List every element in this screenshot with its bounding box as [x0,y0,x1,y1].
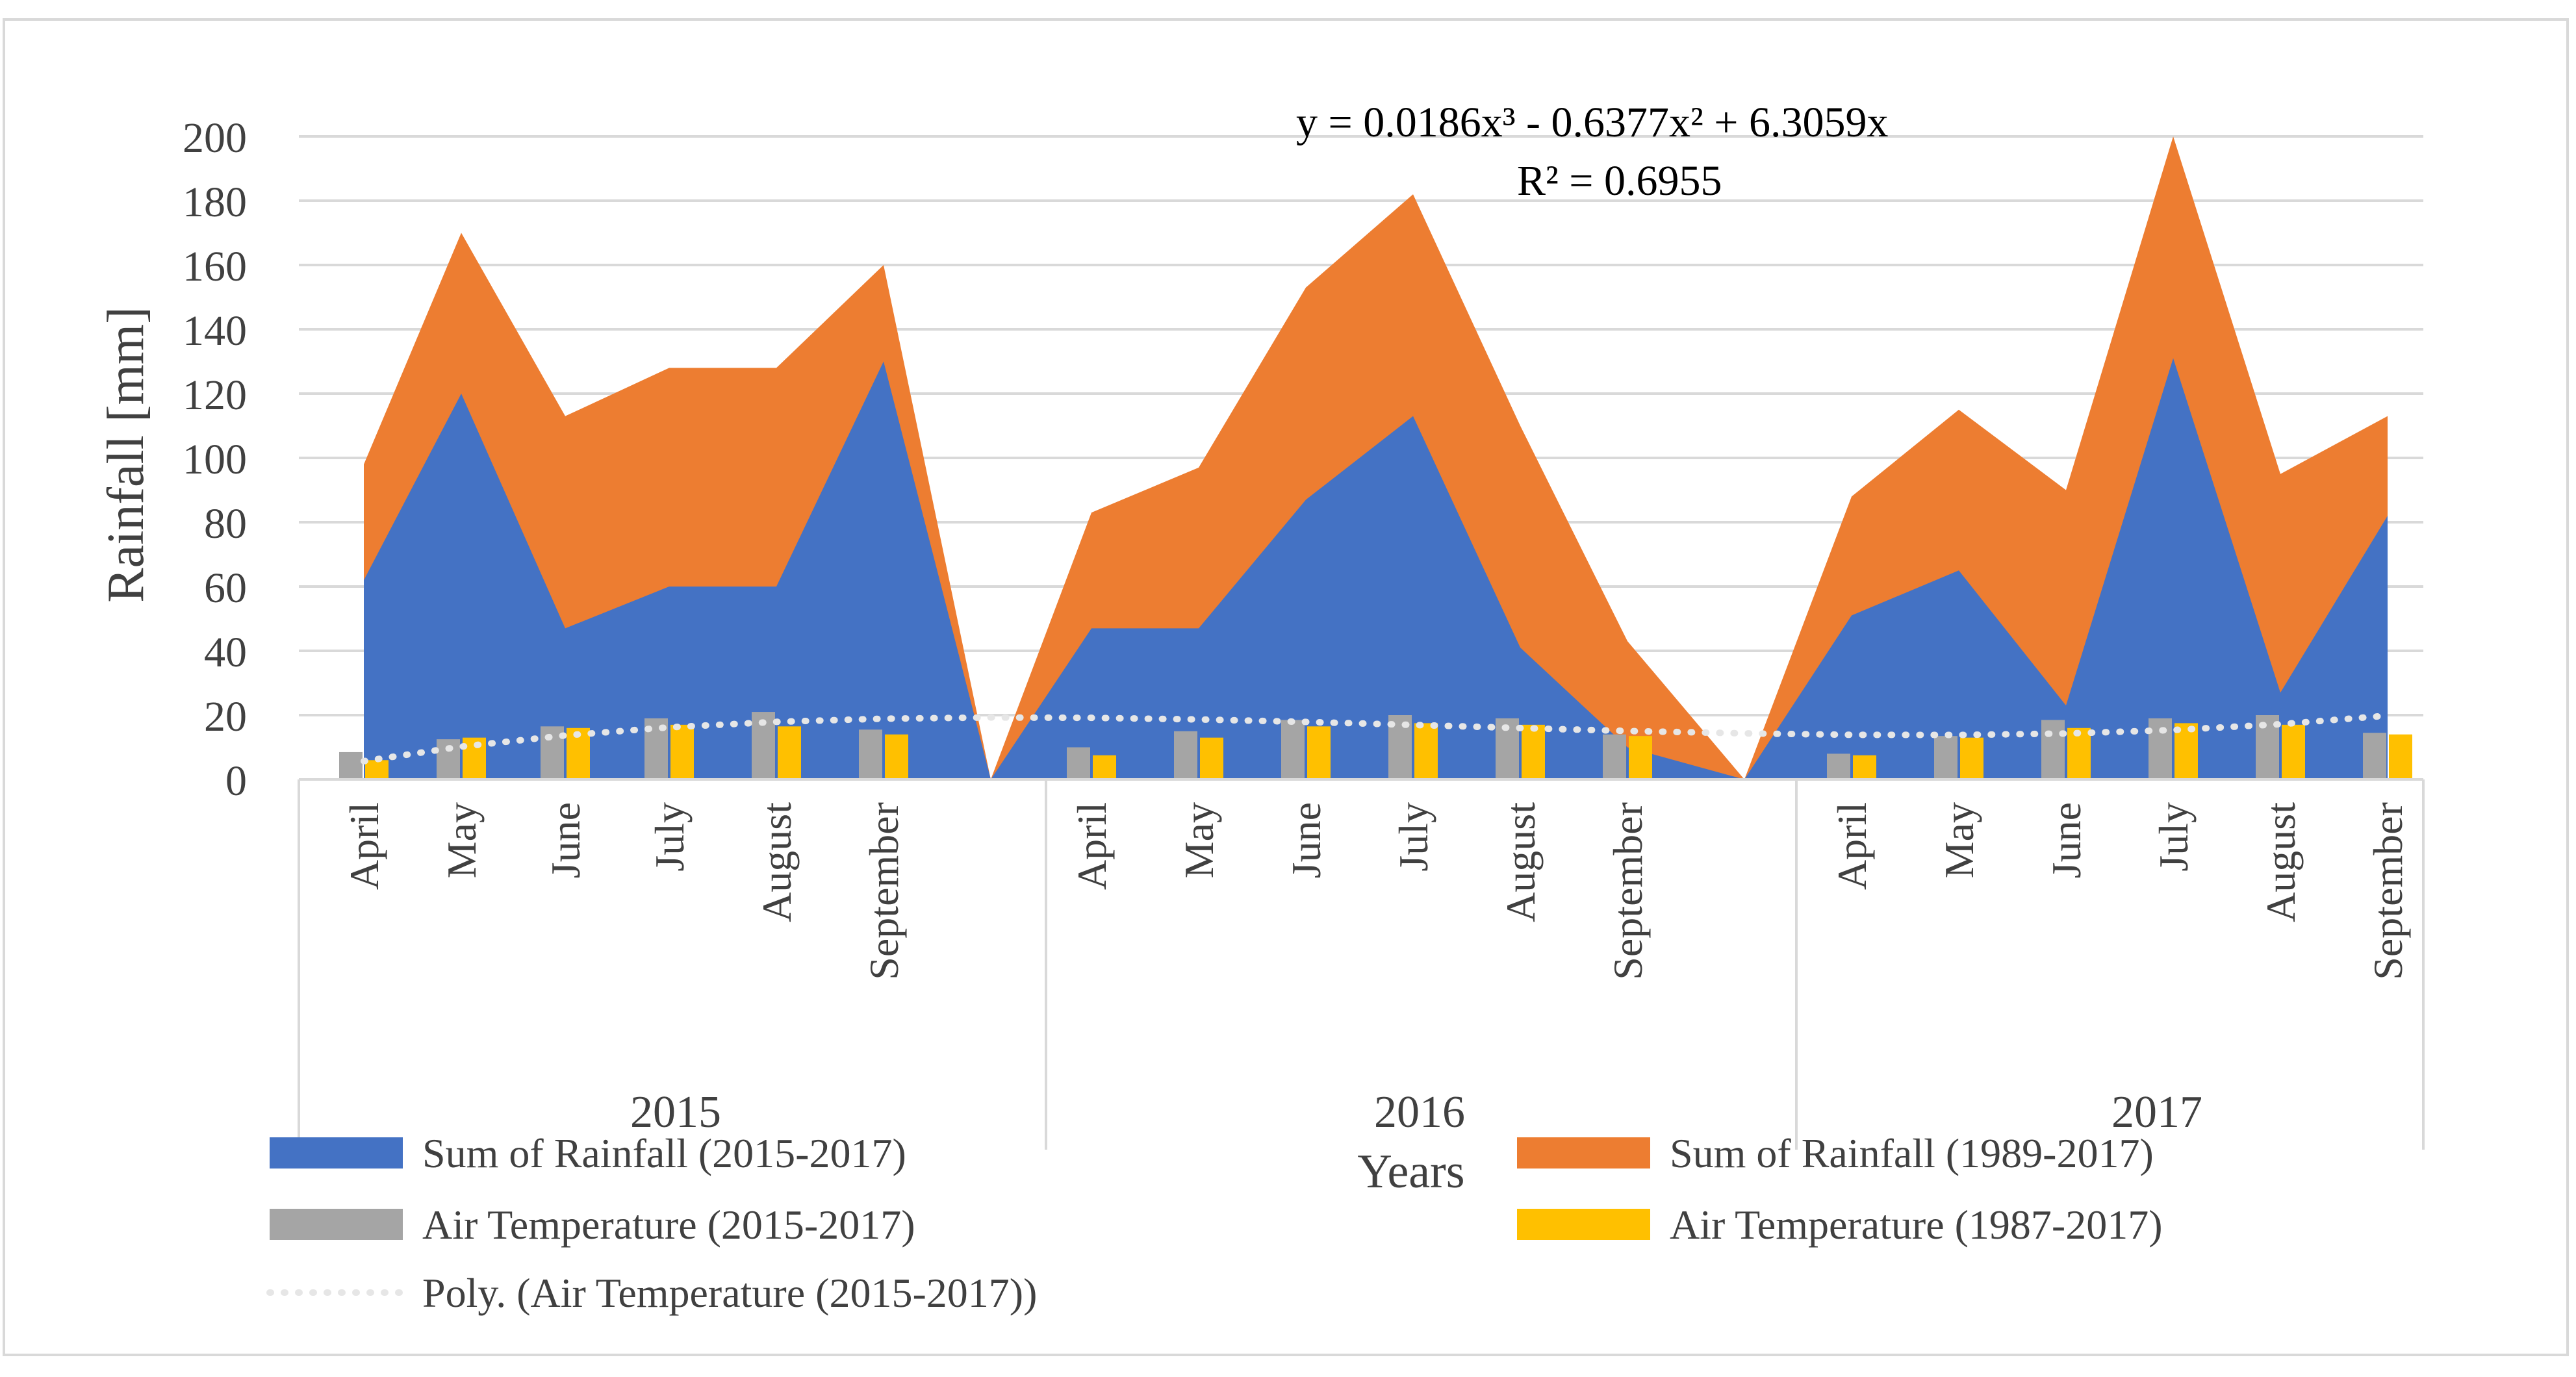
x-tick-label: May [439,802,485,878]
bar-air-temp-1987-2017 [1629,736,1652,779]
area-series [364,136,2388,779]
legend-swatch [1517,1137,1650,1169]
y-tick-label: 20 [204,693,247,740]
x-axis: April May June July August September 2015 April… [298,778,2425,1150]
bar-air-temp-1987-2017 [2067,727,2091,779]
trendline [361,712,2391,764]
legend: Sum of Rainfall (2015-2017) Sum of Rainfa… [266,1130,2163,1316]
bar-air-temp-1987-2017 [1960,737,1983,779]
x-tick-label: June [2043,802,2089,878]
area-rainfall-2015-2017 [364,358,2388,779]
bar-air-temp-1987-2017 [670,724,694,779]
legend-swatch [1517,1209,1650,1240]
x-tick-label: June [542,802,589,878]
bar-air-temp-1987-2017 [2282,724,2305,779]
year-label: 2016 [1374,1087,1465,1137]
legend-label: Poly. (Air Temperature (2015-2017)) [422,1270,1037,1316]
bar-air-temp-1987-2017 [1307,726,1331,779]
x-tick-label: July [1390,802,1436,872]
bar-air-temp-2015-2017 [2041,720,2065,779]
y-tick-label: 140 [183,307,247,355]
bar-air-temp-1987-2017 [778,726,801,779]
bar-air-temp-1987-2017 [2389,734,2412,779]
x-tick-label: August [1498,802,1544,922]
y-tick-label: 160 [183,243,247,290]
x-tick-label: May [1176,802,1222,878]
bar-air-temp-2015-2017 [1067,747,1090,779]
bar-air-temp-1987-2017 [1414,723,1438,779]
year-label: 2015 [630,1087,721,1137]
bar-air-temp-1987-2017 [365,760,389,779]
x-tick-label: May [1936,802,1982,878]
trendline-poly-air-temp [361,712,2391,764]
y-tick-label: 100 [183,436,247,483]
legend-label: Air Temperature (2015-2017) [422,1202,915,1248]
year-label: 2017 [2111,1087,2202,1137]
bar-air-temp-2015-2017 [2149,718,2172,779]
y-tick-label: 60 [204,564,247,612]
x-tick-label: August [2258,802,2304,922]
legend-label: Air Temperature (1987-2017) [1670,1202,2163,1248]
y-tick-label: 180 [183,179,247,226]
bar-air-temp-1987-2017 [1093,755,1116,779]
bar-air-temp-2015-2017 [1827,753,1850,779]
x-tick-label: July [646,802,693,872]
y-tick-label: 0 [225,757,247,805]
legend-label: Sum of Rainfall (2015-2017) [422,1130,906,1176]
y-tick-label: 200 [183,114,247,162]
x-tick-label: July [2150,802,2197,872]
trendline-equation: y = 0.0186x³ - 0.6377x² + 6.3059x [1296,99,1889,146]
bar-air-temp-1987-2017 [1853,755,1876,779]
bar-air-temp-2015-2017 [1281,720,1305,779]
legend-label: Sum of Rainfall (1989-2017) [1670,1130,2154,1176]
x-tick-label: September [1605,802,1651,980]
x-tick-label: September [2365,802,2411,980]
bar-air-temp-2015-2017 [1174,731,1197,779]
bar-air-temp-2015-2017 [2363,733,2386,779]
legend-swatch [270,1209,403,1240]
x-tick-label: June [1283,802,1329,878]
y-tick-label: 80 [204,500,247,548]
bar-air-temp-1987-2017 [1200,737,1223,779]
y-tick-label: 40 [204,629,247,676]
trendline-r-squared: R² = 0.6955 [1517,157,1722,205]
bar-air-temp-2015-2017 [1603,734,1626,779]
x-axis-label: Years [1357,1145,1464,1198]
bar-air-temp-2015-2017 [859,729,882,779]
legend-swatch [270,1137,403,1169]
bar-series [339,712,2412,779]
y-axis-label: Rainfall [mm] [97,307,155,602]
y-axis-tick-labels: 0 20 40 60 80 100 120 140 160 180 200 [183,114,247,805]
y-tick-label: 120 [183,372,247,419]
bar-air-temp-2015-2017 [1934,736,1958,779]
x-tick-label: April [1829,802,1875,890]
bar-air-temp-1987-2017 [1522,724,1545,779]
x-tick-label: August [754,802,800,922]
x-tick-label: April [1069,802,1115,890]
bar-air-temp-1987-2017 [885,734,908,779]
x-tick-label: September [861,802,907,980]
bar-air-temp-2015-2017 [339,752,363,779]
x-tick-label: April [341,802,387,890]
